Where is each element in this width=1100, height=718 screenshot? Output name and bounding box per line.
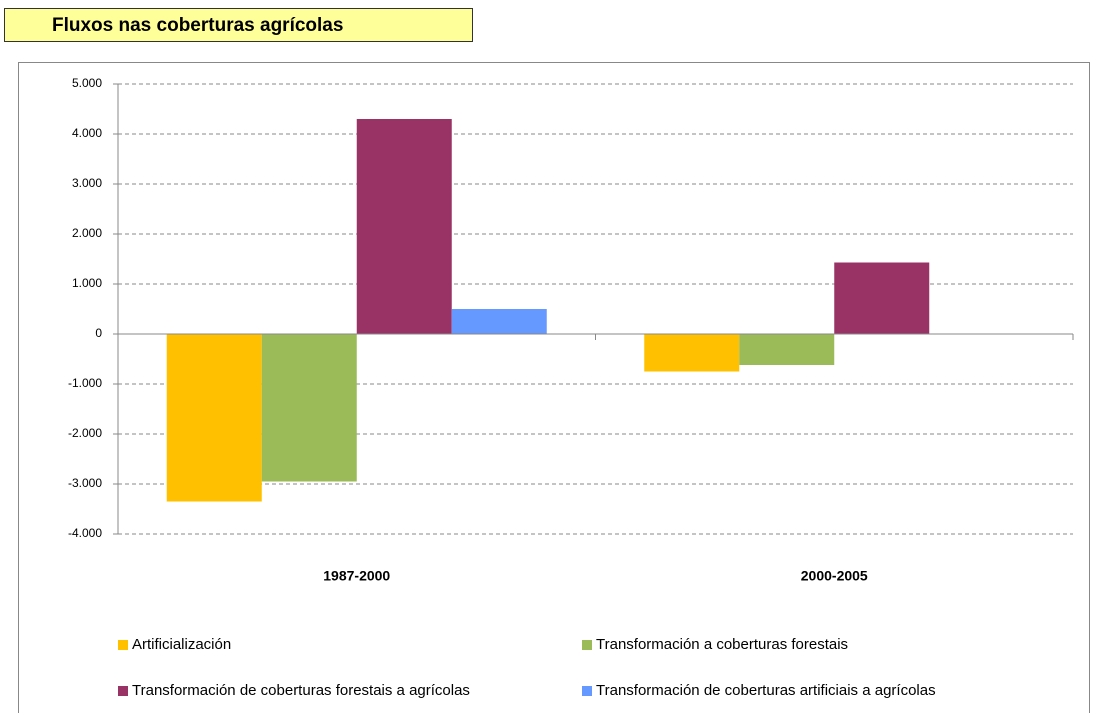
- x-tick-label: 1987-2000: [323, 568, 390, 584]
- y-tick-label: 2.000: [72, 226, 102, 240]
- bar: [356, 119, 452, 334]
- legend-swatch: [118, 686, 128, 696]
- y-tick-label: -2.000: [68, 426, 102, 440]
- bar: [834, 262, 930, 334]
- y-tick-label: -1.000: [68, 376, 102, 390]
- legend-label: Transformación de coberturas forestais a…: [132, 682, 470, 699]
- x-tick-label: 2000-2005: [801, 568, 868, 584]
- y-tick-label: 5.000: [72, 76, 102, 90]
- bar: [451, 309, 547, 334]
- chart-title: Fluxos nas coberturas agrícolas: [52, 15, 343, 36]
- y-tick-label: 3.000: [72, 176, 102, 190]
- bar: [261, 334, 357, 482]
- legend-label: Artificialización: [132, 636, 231, 653]
- legend-swatch: [582, 640, 592, 650]
- bar: [166, 334, 262, 502]
- legend-swatch: [582, 686, 592, 696]
- y-tick-label: 0: [95, 326, 102, 340]
- legend-label: Transformación de coberturas artificiais…: [596, 682, 936, 699]
- y-tick-label: -4.000: [68, 526, 102, 540]
- legend-swatch: [118, 640, 128, 650]
- y-tick-label: 4.000: [72, 126, 102, 140]
- legend-label: Transformación a coberturas forestais: [596, 636, 848, 653]
- y-tick-label: -3.000: [68, 476, 102, 490]
- title-box: [4, 8, 473, 42]
- y-tick-label: 1.000: [72, 276, 102, 290]
- bar: [644, 334, 740, 372]
- bar: [739, 334, 835, 365]
